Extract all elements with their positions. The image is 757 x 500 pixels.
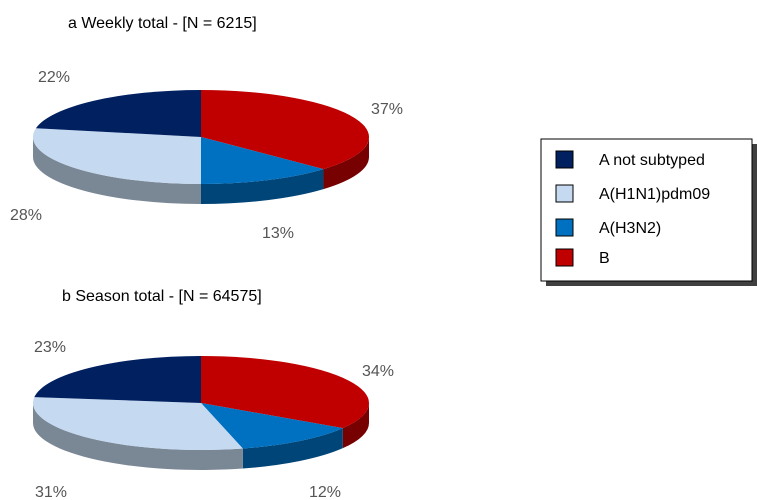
chart-a-side-b	[323, 137, 369, 190]
chart-a-slice-a-not-subtyped	[35, 90, 202, 137]
chart-a-label-b: 37%	[371, 101, 403, 118]
chart-b-slice-b	[201, 356, 369, 429]
pie-chart-a	[33, 90, 370, 204]
legend-swatch-b	[555, 248, 574, 267]
chart-b-slice-a-h1n1-pdm09	[33, 397, 243, 450]
chart-a-slice-a-h1n1-pdm09	[33, 128, 202, 184]
chart-b-side-a-h1n1-pdm09	[33, 403, 243, 470]
legend-label-a-h3n2: A(H3N2)	[599, 220, 661, 237]
chart-b-label-b: 34%	[362, 363, 394, 380]
pie-chart-b	[33, 356, 369, 470]
chart-a-label-a-h3n2: 13%	[262, 225, 294, 242]
chart-b-label-a-h1n1: 31%	[35, 484, 67, 500]
chart-b-slice-a-h3n2	[201, 403, 343, 449]
chart-a-title: a Weekly total - [N = 6215]	[68, 15, 257, 32]
chart-b-side-a-h3n2	[242, 428, 343, 469]
chart-b-label-a-not-subtyped: 23%	[34, 339, 66, 356]
legend-swatch-a-not-subtyped	[555, 150, 574, 169]
chart-a-slice-b	[201, 90, 370, 170]
chart-a-side-a-h3n2	[201, 169, 324, 204]
legend-swatch-a-h3n2	[555, 218, 574, 237]
chart-b-side-b	[342, 403, 369, 449]
chart-b-label-a-h3n2: 12%	[309, 484, 341, 500]
legend-box	[540, 138, 753, 282]
chart-a-label-a-h1n1: 28%	[10, 207, 42, 224]
chart-b-title: b Season total - [N = 64575]	[62, 288, 262, 305]
legend-label-b: B	[599, 250, 610, 267]
legend-label-a-h1n1: A(H1N1)pdm09	[599, 186, 710, 203]
chart-b-slice-a-not-subtyped	[34, 356, 201, 403]
legend-label-a-not-subtyped: A not subtyped	[599, 152, 705, 169]
chart-a-label-a-not-subtyped: 22%	[38, 69, 70, 86]
legend: A not subtyped A(H1N1)pdm09 A(H3N2) B	[540, 138, 757, 286]
chart-a-side-a-h1n1-pdm09	[33, 137, 201, 204]
chart-a-slice-a-h3n2	[201, 137, 324, 184]
legend-swatch-a-h1n1	[555, 184, 574, 203]
